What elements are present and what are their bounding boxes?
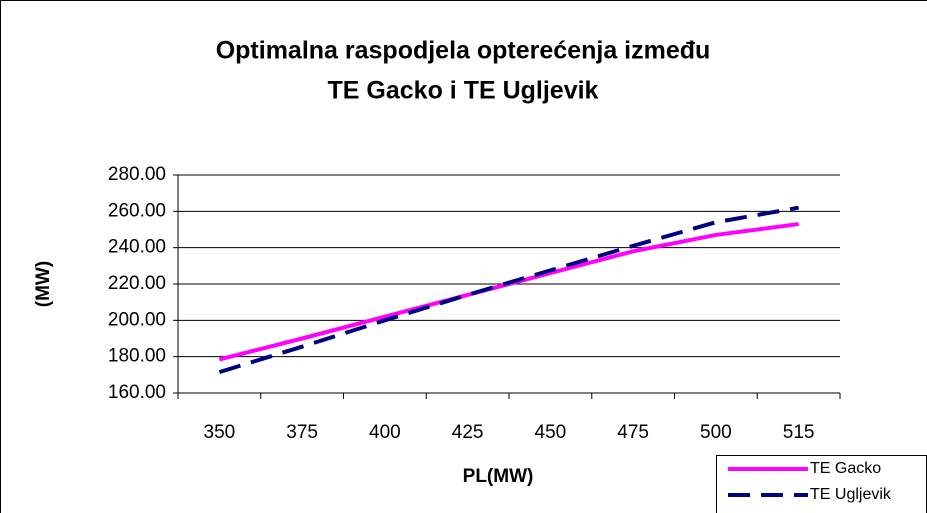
- x-tick-label: 515: [783, 422, 815, 443]
- y-tick-label: 180.00: [108, 346, 166, 367]
- y-tick-label: 220.00: [108, 273, 166, 294]
- x-tick-label: 425: [452, 422, 484, 443]
- x-tick-label: 350: [204, 422, 236, 443]
- y-tick-label: 260.00: [108, 200, 166, 221]
- x-tick-label: 500: [700, 422, 732, 443]
- line-series: [218, 205, 799, 375]
- x-tick-label: 475: [617, 422, 649, 443]
- chart-title: Optimalna raspodjela opterećenja između: [216, 37, 711, 65]
- x-axis-label: PL(MW): [463, 466, 534, 487]
- y-tick-label: 280.00: [108, 164, 166, 185]
- legend-label: TE Ugljevik: [810, 486, 892, 503]
- x-tick-label: 450: [535, 422, 567, 443]
- legend-box: [716, 455, 927, 513]
- y-axis-label: (MW): [33, 261, 54, 307]
- x-tick-label: 375: [286, 422, 318, 443]
- y-tick-label: 200.00: [108, 309, 166, 330]
- y-tick-label: 160.00: [108, 382, 166, 403]
- x-tick-label: 400: [369, 422, 401, 443]
- y-tick-label: 240.00: [108, 237, 166, 258]
- legend-label: TE Gacko: [810, 460, 881, 477]
- chart-title: TE Gacko i TE Ugljevik: [328, 77, 599, 105]
